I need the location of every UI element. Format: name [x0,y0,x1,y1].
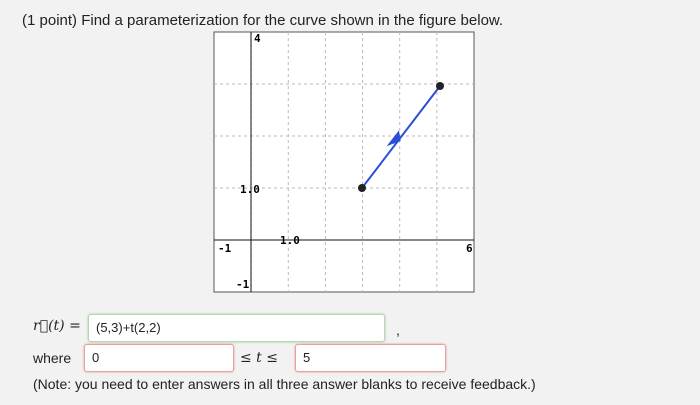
axis-label: -1 [218,242,232,255]
end-point [436,82,444,90]
direction-arrow [386,130,401,147]
inequality: ≤ t ≤ [240,350,278,366]
figure: 4 1.0 -1 1.0 6 -1 [213,31,475,293]
question: (1 point) Find a parameterization for th… [22,12,504,29]
vector-input[interactable]: (5,3)+t(2,2) [88,314,385,342]
plot-frame [213,31,475,293]
axis-label: 1.0 [240,183,260,196]
separator: , [396,322,400,338]
where-label: where [33,350,72,366]
answer-label: r⃗(t) = [33,318,81,334]
axis-label: 1.0 [280,234,300,247]
upper-input[interactable]: 5 [295,344,446,372]
axis-label: -1 [236,278,250,291]
curve [361,85,441,189]
lower-input[interactable]: 0 [84,344,234,372]
start-point [358,184,366,192]
axis-label: 4 [254,32,261,45]
note: (Note: you need to enter answers in all … [33,376,536,392]
axis-label: 6 [466,242,473,255]
